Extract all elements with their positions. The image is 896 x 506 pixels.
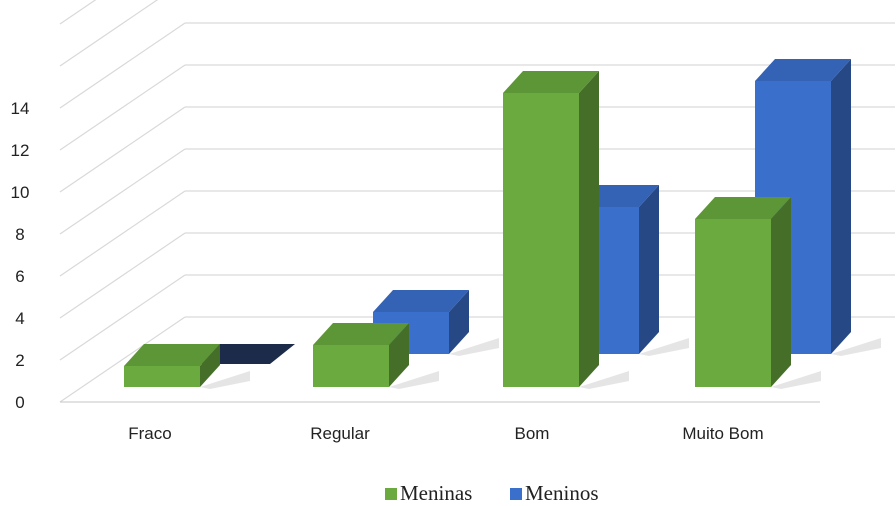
legend: Meninas Meninos	[385, 481, 599, 505]
bar-meninas-Regular	[313, 323, 439, 389]
gridline-diagonal	[59, 148, 186, 235]
y-tick-label: 12	[11, 141, 30, 160]
x-category-label: Bom	[515, 424, 550, 443]
x-category-label: Regular	[310, 424, 370, 443]
legend-label: Meninos	[525, 481, 599, 505]
y-tick-label: 4	[15, 309, 24, 328]
gridline-diagonal	[59, 64, 186, 151]
bar-meninas-Fraco	[124, 344, 250, 389]
bar-meninos-Muito Bom	[755, 59, 881, 356]
meninos-bars	[184, 59, 881, 364]
bar-meninas-Bom	[503, 71, 629, 389]
gridline-diagonal	[59, 274, 186, 361]
y-tick-label: 14	[11, 99, 30, 118]
gridline-diagonal	[59, 106, 186, 193]
gridline-diagonal	[59, 22, 186, 109]
gridline-diagonal	[59, 316, 186, 403]
y-tick-label: 10	[11, 183, 30, 202]
y-tick-label: 0	[15, 393, 24, 412]
bar-meninas-Muito Bom	[695, 197, 821, 389]
legend-label: Meninas	[400, 481, 472, 505]
y-tick-label: 8	[15, 225, 24, 244]
gridline-diagonal	[59, 232, 186, 319]
y-tick-label: 6	[15, 267, 24, 286]
x-category-label: Muito Bom	[682, 424, 763, 443]
gridline-diagonal	[59, 0, 97, 25]
gridline-diagonal	[59, 190, 186, 277]
y-axis-ticks: 0 2 4 6 8 10 12 14	[11, 99, 30, 412]
legend-swatch	[385, 488, 397, 500]
x-category-label: Fraco	[128, 424, 171, 443]
meninas-bars	[124, 71, 821, 389]
y-tick-label: 2	[15, 351, 24, 370]
gridline-diagonal	[59, 0, 159, 67]
x-axis-categories: Fraco Regular Bom Muito Bom	[128, 424, 763, 443]
legend-swatch	[510, 488, 522, 500]
